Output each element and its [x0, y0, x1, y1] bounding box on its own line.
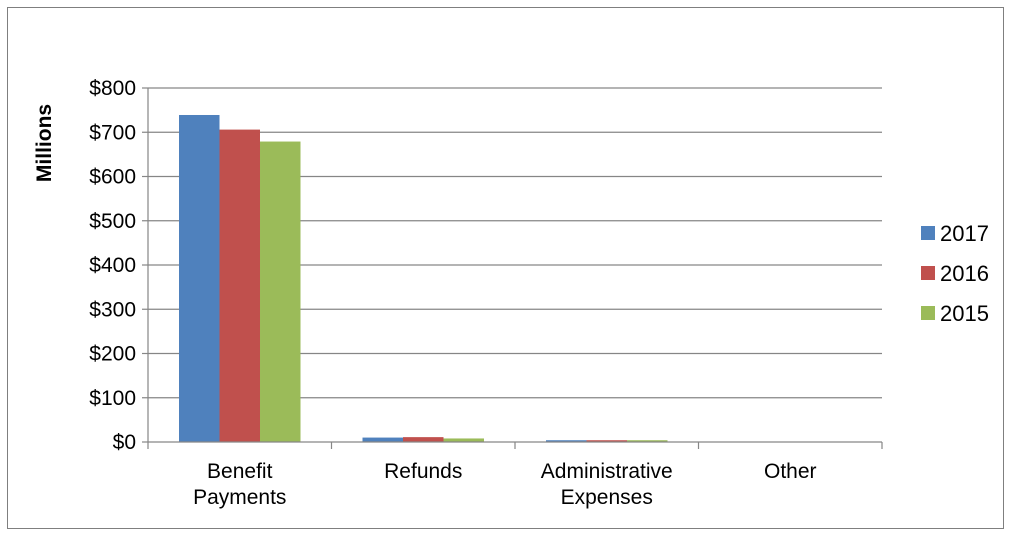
y-tick-label: $500: [89, 210, 136, 233]
legend: 2017 2016 2015: [921, 221, 989, 326]
x-category-label-line: Other: [764, 460, 817, 483]
bar: [219, 129, 260, 442]
legend-label: 2017: [940, 221, 989, 246]
x-category-label-line: Expenses: [561, 486, 653, 509]
bar: [403, 437, 444, 442]
legend-swatch: [921, 266, 935, 280]
legend-swatch: [921, 306, 935, 320]
x-category-label-line: Administrative: [541, 460, 673, 483]
y-tick-label: $800: [89, 77, 136, 100]
bar: [627, 440, 668, 442]
bar: [443, 438, 484, 442]
bar: [362, 437, 403, 442]
y-tick-label: $300: [89, 298, 136, 321]
x-category-label: Administrative Expenses: [541, 460, 673, 509]
legend-swatch: [921, 226, 935, 240]
x-category-label: Benefit Payments: [193, 460, 286, 509]
y-tick-label: $700: [89, 121, 136, 144]
x-category-label-line: Benefit: [207, 460, 273, 483]
x-category-label: Refunds: [384, 460, 462, 483]
legend-label: 2015: [940, 301, 989, 326]
y-tick-labels: $0 $100 $200 $300 $400 $500 $600 $700 $800: [89, 77, 136, 454]
legend-label: 2016: [940, 261, 989, 286]
bar: [546, 440, 587, 442]
axes: [142, 87, 883, 449]
y-tick-label: $400: [89, 254, 136, 277]
x-category-labels: Benefit Payments Refunds Administrative Expe…: [193, 460, 816, 509]
y-tick-label: $0: [113, 431, 136, 454]
y-tick-label: $600: [89, 166, 136, 189]
bar: [260, 141, 301, 443]
bar: [179, 114, 220, 443]
y-tick-label: $100: [89, 387, 136, 410]
x-category-label-line: Payments: [193, 486, 286, 509]
x-category-label: Other: [764, 460, 817, 483]
bar: [586, 440, 627, 442]
y-axis-title: Millions: [33, 104, 56, 182]
y-tick-label: $200: [89, 343, 136, 366]
bars: [179, 114, 668, 443]
x-category-label-line: Refunds: [384, 460, 462, 483]
